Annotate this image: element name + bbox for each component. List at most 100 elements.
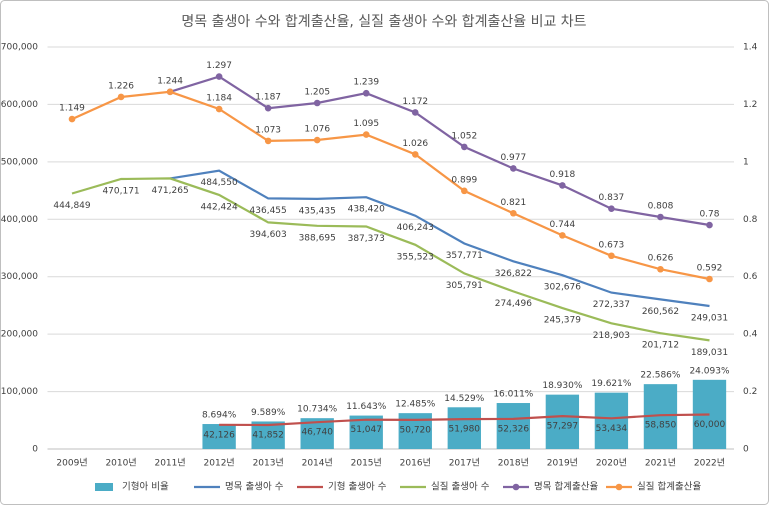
point-value-label: 1.026 xyxy=(402,139,428,149)
point-value-label: 46,740 xyxy=(301,428,333,438)
bar-value-label: 8.694% xyxy=(202,411,237,421)
point-marker xyxy=(411,109,419,116)
bar-value-label: 18.930% xyxy=(542,381,582,391)
point-value-label: 1.149 xyxy=(59,104,85,114)
x-tick-label: 2015년 xyxy=(351,458,382,469)
point-value-label: 1.244 xyxy=(157,76,183,86)
point-marker xyxy=(166,88,174,96)
legend-label: 기형아 비율 xyxy=(122,482,169,493)
y-tick-label: 500,000 xyxy=(1,157,38,167)
point-value-label: 0.78 xyxy=(699,210,719,220)
point-marker xyxy=(264,137,272,145)
y2-tick-label: 1.2 xyxy=(743,100,757,110)
labels: 8.694% 9.589% 10.734% 11.643% 12.485% 14.529%… xyxy=(53,61,730,440)
point-value-label: 357,771 xyxy=(446,251,483,261)
point-value-label: 249,031 xyxy=(691,313,728,323)
series-line xyxy=(71,90,710,281)
point-value-label: 442,424 xyxy=(201,202,238,212)
point-value-label: 0.977 xyxy=(500,153,526,163)
bars xyxy=(202,379,727,449)
point-value-label: 0.837 xyxy=(599,193,625,203)
point-value-label: 52,326 xyxy=(498,424,530,434)
point-value-label: 0.673 xyxy=(599,240,625,250)
x-tick-label: 2016년 xyxy=(400,458,431,469)
point-marker xyxy=(706,275,713,283)
point-value-label: 272,337 xyxy=(593,300,630,310)
legend-label: 명목 출생아 수 xyxy=(225,482,284,493)
legend-swatch xyxy=(95,483,113,491)
x-tick-label: 2019년 xyxy=(547,458,578,469)
point-marker xyxy=(215,73,223,80)
point-value-label: 53,434 xyxy=(596,424,628,434)
point-marker xyxy=(608,252,615,260)
point-marker xyxy=(313,99,321,107)
point-value-label: 484,550 xyxy=(201,178,238,188)
point-value-label: 388,695 xyxy=(299,233,336,243)
point-value-label: 0.821 xyxy=(500,198,526,208)
point-value-label: 51,047 xyxy=(350,425,382,435)
series-line xyxy=(169,75,710,227)
y2-tick-label: 1.4 xyxy=(743,43,758,53)
x-tick-label: 2018년 xyxy=(498,458,529,469)
point-value-label: 470,171 xyxy=(102,186,139,196)
point-marker xyxy=(313,136,321,144)
legend-label: 기형 출생아 수 xyxy=(328,482,387,493)
x-tick-label: 2011년 xyxy=(154,458,185,469)
point-marker xyxy=(608,205,615,212)
point-value-label: 1.205 xyxy=(304,87,330,97)
chart-title: 명목 출생아 수와 합계출산율, 실질 출생아 수와 합계출산율 비교 차트 xyxy=(181,14,586,30)
point-marker xyxy=(657,213,664,221)
x-tick-label: 2010년 xyxy=(105,458,136,469)
legend-label: 실질 합계출산율 xyxy=(637,481,701,493)
point-value-label: 302,676 xyxy=(544,283,581,293)
x-tick-label: 2009년 xyxy=(56,458,87,469)
point-value-label: 42,126 xyxy=(203,430,235,440)
point-value-label: 1.187 xyxy=(255,93,281,103)
point-marker xyxy=(362,89,370,97)
point-marker xyxy=(362,131,370,138)
point-value-label: 1.052 xyxy=(451,131,477,141)
point-value-label: 1.239 xyxy=(353,78,379,88)
bar xyxy=(496,403,531,449)
bar-value-label: 16.011% xyxy=(493,390,533,400)
bar xyxy=(545,394,580,449)
y-tick-label: 600,000 xyxy=(1,100,38,110)
point-value-label: 438,420 xyxy=(348,205,385,215)
point-value-label: 58,850 xyxy=(645,421,677,431)
y-tick-label: 300,000 xyxy=(1,272,38,282)
point-value-label: 387,373 xyxy=(348,234,385,244)
point-value-label: 218,903 xyxy=(593,331,630,341)
point-value-label: 0.592 xyxy=(697,264,723,274)
bar-value-label: 24.093% xyxy=(689,366,729,376)
point-value-label: 436,455 xyxy=(250,206,287,216)
bar-value-label: 9.589% xyxy=(251,408,286,418)
y2-tick-label: 0.6 xyxy=(743,272,758,282)
point-value-label: 1.297 xyxy=(206,61,232,71)
lines xyxy=(68,73,713,427)
y2-tick-label: 0.2 xyxy=(743,387,757,397)
y-tick-label: 100,000 xyxy=(1,387,38,397)
point-value-label: 444,849 xyxy=(53,201,90,211)
point-value-label: 305,791 xyxy=(446,281,483,291)
point-value-label: 1.226 xyxy=(108,81,134,91)
legend-label: 명목 합계출산율 xyxy=(534,481,598,493)
x-tick-label: 2013년 xyxy=(253,458,284,469)
legend-marker xyxy=(615,483,623,491)
point-value-label: 60,000 xyxy=(694,420,726,430)
point-value-label: 51,980 xyxy=(449,425,481,435)
point-value-label: 406,243 xyxy=(397,223,434,233)
point-marker xyxy=(559,232,566,239)
point-value-label: 0.744 xyxy=(549,220,575,230)
point-value-label: 435,435 xyxy=(299,206,336,216)
x-tick-label: 2021년 xyxy=(645,458,676,469)
point-marker xyxy=(461,187,468,195)
point-marker xyxy=(706,221,713,229)
y-tick-label: 400,000 xyxy=(1,215,38,225)
point-marker xyxy=(559,182,566,189)
y2-tick-label: 0 xyxy=(743,445,749,455)
point-value-label: 201,712 xyxy=(642,341,679,351)
point-marker xyxy=(264,104,272,112)
point-value-label: 41,852 xyxy=(252,430,284,440)
point-marker xyxy=(461,143,468,151)
